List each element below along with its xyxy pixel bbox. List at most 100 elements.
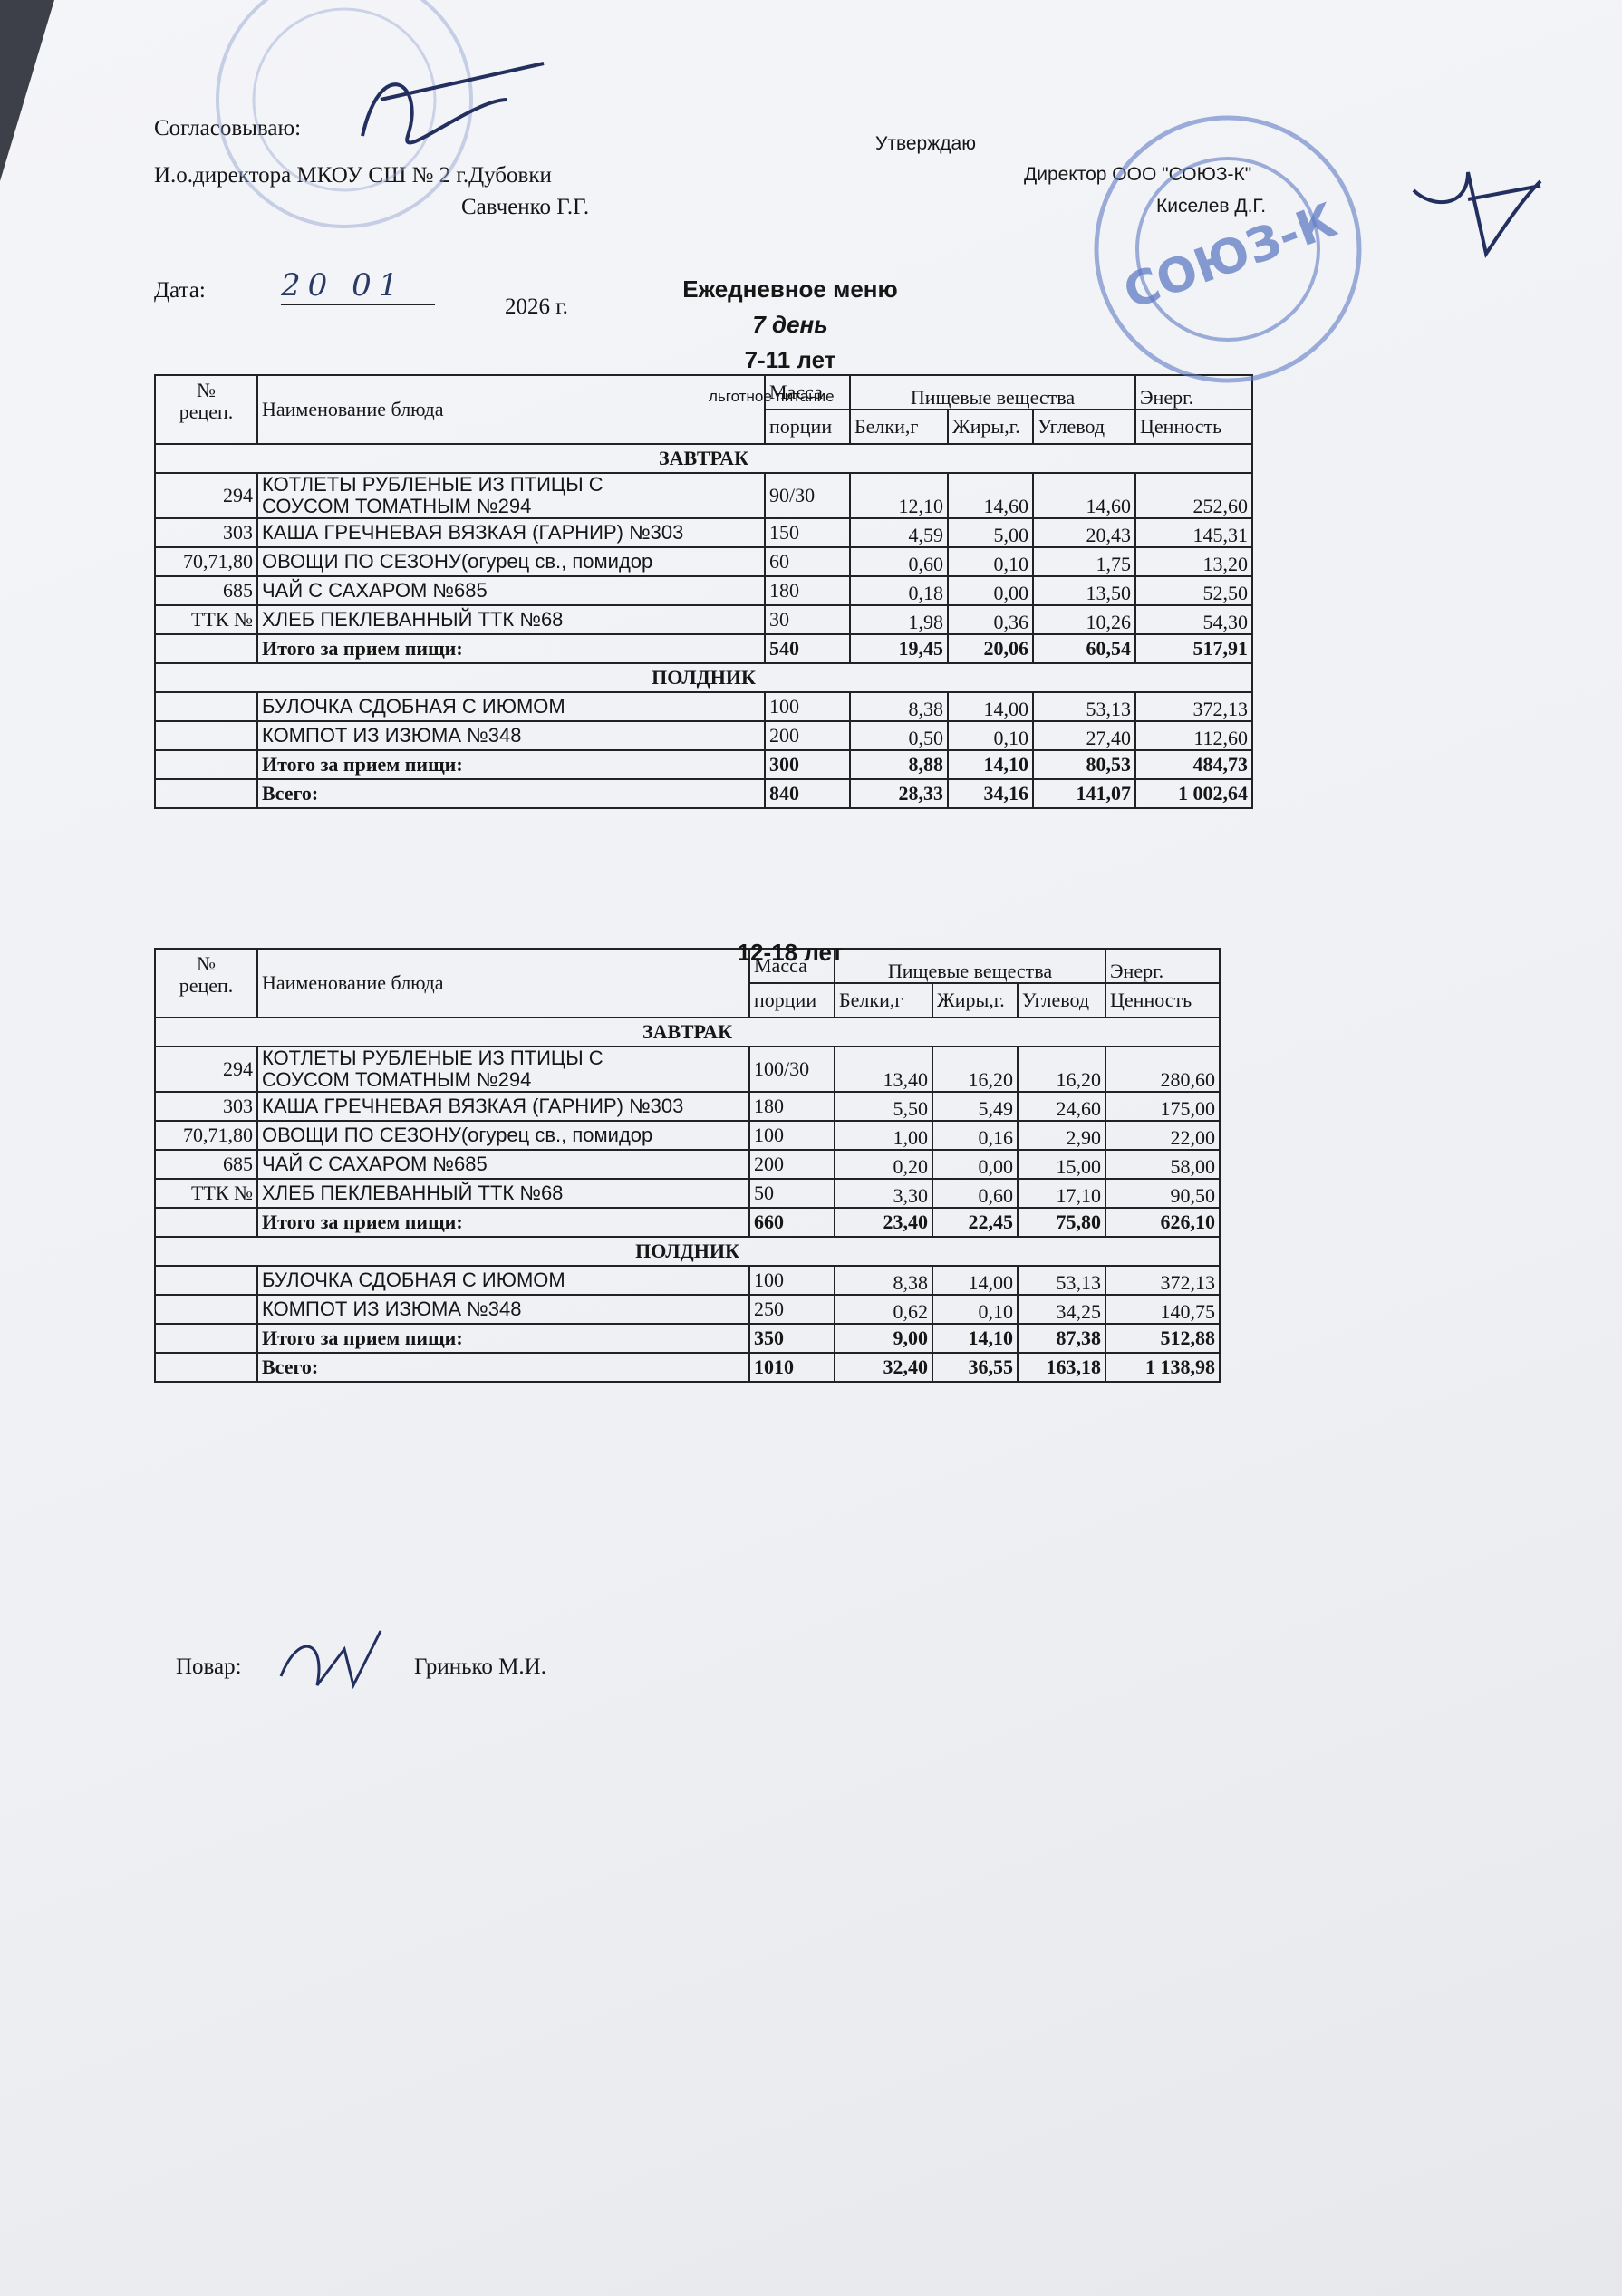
- portion-mass: 100: [748, 1265, 835, 1296]
- nutrient-value: 4,59: [849, 517, 949, 548]
- cell-line: СОУСОМ ТОМАТНЫМ №294: [262, 1068, 532, 1091]
- total-label: Итого за прием пищи:: [256, 749, 766, 780]
- table-row: Итого за прием пищи: 300 8,88 14,10 80,53 484…: [154, 749, 1254, 780]
- header-cell: Углевод: [1016, 982, 1107, 1018]
- total-mass: 1010: [748, 1352, 835, 1383]
- nutrient-value: 2,90: [1016, 1120, 1107, 1151]
- recipe-number: [154, 691, 258, 722]
- nutrient-value: 280,60: [1105, 1046, 1221, 1093]
- nutrient-value: 10,26: [1031, 604, 1137, 635]
- dish-name: КОМПОТ ИЗ ИЗЮМА №348: [256, 1294, 750, 1325]
- recipe-number: 294: [154, 1046, 258, 1093]
- header-cell: Углевод: [1031, 409, 1137, 445]
- total-mass: 540: [764, 633, 851, 664]
- nutrient-value: 0,10: [932, 1294, 1019, 1325]
- portion-mass: 100: [764, 691, 851, 722]
- portion-mass: 100: [748, 1120, 835, 1151]
- header-cell: Масса: [748, 948, 835, 984]
- header-cell: Пищевые вещества: [833, 948, 1107, 984]
- header-cell: Энерг.: [1105, 948, 1221, 984]
- table-row: Итого за прием пищи: 350 9,00 14,10 87,38 512…: [154, 1323, 1221, 1354]
- cell-line: ОВОЩИ ПО СЕЗОНУ(огурец св., помидор: [262, 1124, 653, 1146]
- total-value: 87,38: [1016, 1323, 1107, 1354]
- portion-mass: 60: [764, 546, 851, 577]
- nutrient-value: 372,13: [1134, 691, 1254, 722]
- portion-mass: 180: [748, 1091, 835, 1122]
- cell-line: ХЛЕБ ПЕКЛЕВАННЫЙ ТТК №68: [262, 608, 564, 631]
- total-value: 1 138,98: [1105, 1352, 1221, 1383]
- dish-name: ХЛЕБ ПЕКЛЕВАННЫЙ ТТК №68: [256, 604, 766, 635]
- cell-line: №: [197, 379, 216, 401]
- nutrient-value: 0,00: [947, 575, 1034, 606]
- nutrient-value: 12,10: [849, 472, 949, 519]
- recipe-number: 70,71,80: [154, 546, 258, 577]
- recipe-number: [154, 1265, 258, 1296]
- header-row: № рецеп. Наименование блюда Масса Пищевые ве…: [154, 948, 1221, 1018]
- menu-day: 7 день: [752, 311, 828, 338]
- nutrient-value: 0,50: [849, 720, 949, 751]
- table-row: 70,71,80 ОВОЩИ ПО СЕЗОНУ(огурец св., поми…: [154, 1120, 1221, 1151]
- total-mass: 840: [764, 778, 851, 809]
- header-cell: № рецеп.: [154, 948, 258, 1018]
- nutrient-value: 14,00: [947, 691, 1034, 722]
- nutrient-value: 5,00: [947, 517, 1034, 548]
- nutrient-value: 58,00: [1105, 1149, 1221, 1180]
- total-label: Итого за прием пищи:: [256, 1207, 750, 1238]
- header-row: порции Белки,г Жиры,г. Углевод Ценность: [155, 982, 1221, 1018]
- table-row: Итого за прием пищи: 540 19,45 20,06 60,54 51…: [154, 633, 1254, 664]
- dish-name: КОМПОТ ИЗ ИЗЮМА №348: [256, 720, 766, 751]
- total-value: 517,91: [1134, 633, 1254, 664]
- header-cell: Пищевые вещества: [848, 374, 1137, 410]
- nutrient-value: 34,25: [1016, 1294, 1107, 1325]
- cell-line: КАША ГРЕЧНЕВАЯ ВЯЗКАЯ (ГАРНИР) №303: [262, 1095, 684, 1117]
- total-label: Всего:: [256, 778, 766, 809]
- dish-name: КОТЛЕТЫ РУБЛЕНЫЕ ИЗ ПТИЦЫ С СОУСОМ ТОМАТН…: [256, 1046, 750, 1093]
- nutrient-value: 13,20: [1134, 546, 1254, 577]
- header-cell: Ценность: [1134, 409, 1254, 445]
- nutrient-value: 1,98: [849, 604, 949, 635]
- nutrient-value: 54,30: [1134, 604, 1254, 635]
- nutrient-value: 5,49: [932, 1091, 1019, 1122]
- dish-name: ХЛЕБ ПЕКЛЕВАННЫЙ ТТК №68: [256, 1178, 750, 1209]
- recipe-number: ТТК №: [154, 604, 258, 635]
- footer-person: Гринько М.И.: [414, 1654, 546, 1679]
- dish-name: ОВОЩИ ПО СЕЗОНУ(огурец св., помидор: [256, 1120, 750, 1151]
- date-label: Дата:: [154, 278, 206, 303]
- total-value: 1 002,64: [1134, 778, 1254, 809]
- header-cell: Белки,г: [834, 982, 933, 1018]
- total-value: 484,73: [1134, 749, 1254, 780]
- nutrient-value: 20,43: [1031, 517, 1137, 548]
- table-row: ПОЛДНИК: [153, 662, 1254, 693]
- recipe-number: 685: [154, 1149, 258, 1180]
- header-cell: Жиры,г.: [947, 409, 1034, 445]
- nutrient-value: 0,36: [947, 604, 1034, 635]
- nutrient-value: 13,50: [1031, 575, 1137, 606]
- nutrient-value: 15,00: [1016, 1149, 1107, 1180]
- cell: [154, 1207, 258, 1238]
- header-cell: Ценность: [1105, 982, 1221, 1018]
- cell-line: ХЛЕБ ПЕКЛЕВАННЫЙ ТТК №68: [262, 1182, 564, 1204]
- dish-name: БУЛОЧКА СДОБНАЯ С ИЮМОМ: [256, 691, 766, 722]
- dish-name: ЧАЙ С САХАРОМ №685: [256, 575, 766, 606]
- nutrient-value: 14,60: [947, 472, 1034, 519]
- cell: [154, 1323, 258, 1354]
- recipe-number: 294: [154, 472, 258, 519]
- header-cell: Жиры,г.: [932, 982, 1019, 1018]
- header-cell: порции: [764, 409, 851, 445]
- recipe-number: 70,71,80: [154, 1120, 258, 1151]
- nutrient-value: 17,10: [1016, 1178, 1107, 1209]
- nutrient-value: 140,75: [1105, 1294, 1221, 1325]
- photo-corner: [0, 0, 54, 181]
- cell-line: ЧАЙ С САХАРОМ №685: [262, 579, 488, 602]
- table-row: КОМПОТ ИЗ ИЗЮМА №348 200 0,50 0,10 27,40 112,…: [154, 720, 1254, 751]
- dish-name: ОВОЩИ ПО СЕЗОНУ(огурец св., помидор: [256, 546, 766, 577]
- total-value: 20,06: [947, 633, 1034, 664]
- section-cell: ЗАВТРАК: [153, 443, 1254, 474]
- nutrient-value: 14,00: [932, 1265, 1019, 1296]
- header-cell: Наименование блюда: [256, 948, 750, 1018]
- portion-mass: 100/30: [748, 1046, 835, 1093]
- total-value: 14,10: [932, 1323, 1019, 1354]
- recipe-number: [154, 1294, 258, 1325]
- total-value: 9,00: [834, 1323, 933, 1354]
